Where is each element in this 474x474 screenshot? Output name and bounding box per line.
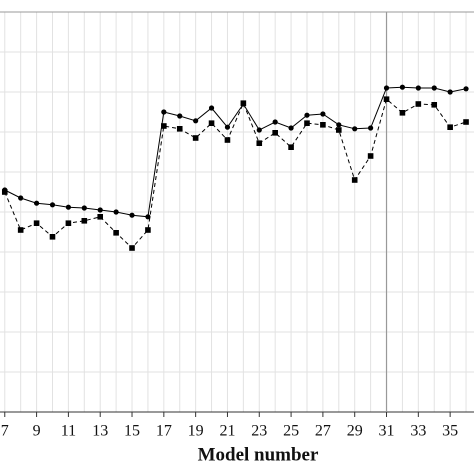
marker: [335, 127, 342, 133]
x-tick-label: 29: [347, 423, 363, 440]
marker: [65, 204, 71, 210]
marker: [97, 207, 103, 213]
marker: [256, 127, 262, 133]
marker: [49, 202, 56, 208]
marker: [208, 105, 215, 111]
marker: [224, 137, 231, 143]
marker: [431, 102, 438, 108]
series-line: [4, 98, 467, 249]
marker: [399, 84, 406, 90]
marker: [383, 96, 390, 102]
x-tick-label: 35: [442, 423, 458, 440]
marker: [256, 140, 263, 146]
marker: [208, 120, 215, 126]
marker: [176, 126, 183, 132]
marker: [81, 218, 88, 224]
marker: [463, 86, 469, 92]
marker: [447, 89, 453, 95]
marker: [113, 209, 119, 215]
marker: [17, 227, 24, 233]
marker: [81, 205, 87, 211]
marker: [320, 122, 326, 128]
marker: [145, 227, 151, 233]
marker: [161, 109, 167, 115]
x-tick-label: 7: [1, 423, 9, 440]
x-tick-label: 15: [124, 423, 140, 440]
marker: [33, 200, 40, 206]
x-tick-label: 31: [379, 423, 395, 440]
marker: [288, 144, 294, 150]
marker: [351, 177, 358, 183]
marker: [288, 125, 294, 131]
marker: [97, 214, 104, 220]
marker: [304, 112, 310, 118]
marker: [336, 122, 342, 128]
x-axis-title: Model number: [198, 444, 319, 465]
marker: [272, 130, 278, 136]
x-tick-label: 25: [283, 423, 299, 440]
marker: [463, 119, 469, 125]
x-tick-label: 19: [188, 423, 204, 440]
x-tick-label: 27: [315, 423, 331, 440]
marker: [145, 214, 151, 220]
marker: [18, 195, 24, 201]
marker: [193, 118, 199, 124]
marker: [113, 230, 119, 236]
x-tick-label: 13: [92, 423, 108, 440]
marker: [431, 85, 437, 91]
marker: [129, 245, 135, 251]
x-tick-label: 33: [410, 423, 426, 440]
marker: [447, 124, 453, 130]
x-tick-label: 11: [61, 423, 76, 440]
marker: [272, 119, 278, 125]
marker: [224, 124, 231, 130]
marker: [240, 100, 247, 106]
marker: [352, 126, 358, 132]
marker: [320, 111, 326, 117]
x-tick-label: 17: [156, 423, 172, 440]
marker: [383, 85, 390, 91]
marker: [415, 101, 422, 107]
marker: [304, 120, 310, 126]
marker: [368, 125, 374, 131]
marker: [192, 135, 199, 141]
marker: [33, 220, 40, 226]
marker: [129, 212, 135, 218]
x-tick-label: 23: [251, 423, 267, 440]
marker: [1, 189, 8, 195]
x-tick-label: 21: [219, 423, 235, 440]
marker: [161, 123, 167, 129]
marker: [49, 234, 56, 240]
series-line: [4, 86, 467, 218]
marker: [367, 153, 374, 159]
marker: [65, 220, 72, 226]
x-tick-label: 9: [33, 423, 41, 440]
marker: [177, 113, 183, 119]
marker: [415, 85, 421, 91]
marker: [399, 110, 406, 116]
